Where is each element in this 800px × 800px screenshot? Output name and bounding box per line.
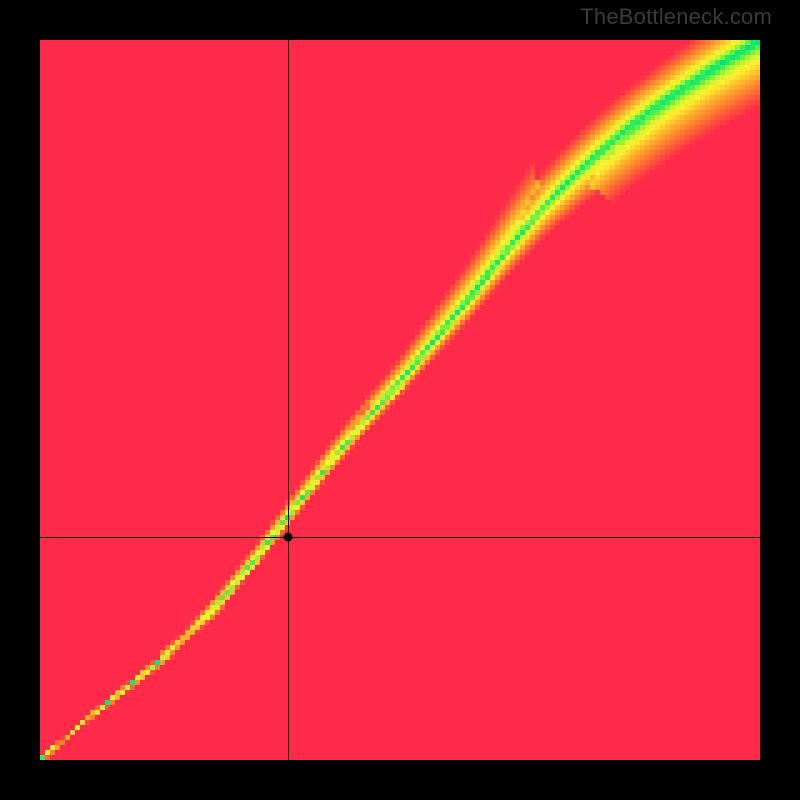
heatmap-plot [40,40,760,760]
root: TheBottleneck.com [0,0,800,800]
watermark-text: TheBottleneck.com [580,4,772,30]
heatmap-canvas [40,40,760,760]
